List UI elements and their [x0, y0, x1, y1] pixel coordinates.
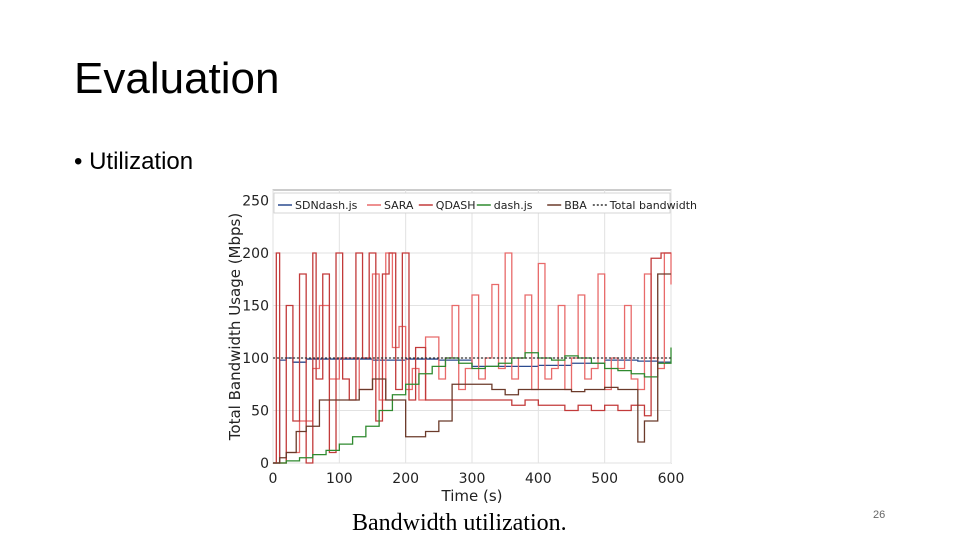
- y-tick-label: 0: [260, 456, 269, 472]
- x-tick-label: 100: [326, 471, 353, 487]
- legend-label-0: SDNdash.js: [295, 199, 358, 212]
- series-line-2: [273, 252, 671, 464]
- y-tick-label: 150: [242, 299, 269, 315]
- legend-label-3: dash.js: [494, 199, 533, 212]
- series-line-1: [273, 252, 672, 464]
- legend-label-2: QDASH: [436, 199, 476, 212]
- x-tick-label: 300: [459, 471, 486, 487]
- legend-label-1: SARA: [384, 199, 414, 212]
- figure-caption: Bandwidth utilization.: [352, 510, 567, 536]
- y-axis-label: Total Bandwidth Usage (Mbps): [226, 213, 244, 441]
- x-tick-label: 400: [525, 471, 552, 487]
- legend-label-4: BBA: [564, 199, 587, 212]
- legend-box: [273, 192, 671, 214]
- y-tick-label: 50: [251, 404, 269, 420]
- legend-label-5: Total bandwidth: [609, 199, 697, 212]
- x-tick-label: 500: [591, 471, 618, 487]
- series-line-3: [273, 347, 672, 464]
- y-tick-label: 100: [242, 351, 269, 367]
- page-number: 26: [873, 509, 886, 521]
- plot-area: 0 100 200 300 400 500 600 0 50 100 150 200 250 Time (…: [226, 189, 697, 505]
- x-tick-label: 200: [392, 471, 419, 487]
- series-line-4: [273, 273, 671, 464]
- slide-title: Evaluation: [74, 54, 280, 103]
- x-tick-label: 600: [658, 471, 685, 487]
- x-tick-label: 0: [269, 471, 278, 487]
- x-axis-label: Time (s): [441, 487, 503, 505]
- y-tick-label: 250: [242, 194, 269, 210]
- y-tick-label: 200: [242, 246, 269, 262]
- bullet-utilization: • Utilization: [74, 148, 194, 175]
